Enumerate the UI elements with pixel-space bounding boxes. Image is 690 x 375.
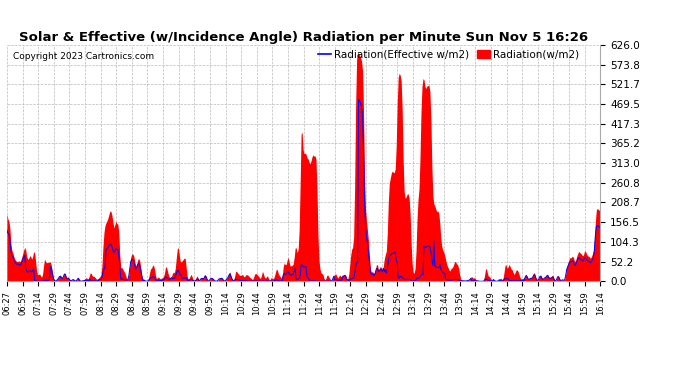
Legend: Radiation(Effective w/m2), Radiation(w/m2): Radiation(Effective w/m2), Radiation(w/m… xyxy=(314,45,583,64)
Text: Copyright 2023 Cartronics.com: Copyright 2023 Cartronics.com xyxy=(13,52,154,61)
Title: Solar & Effective (w/Incidence Angle) Radiation per Minute Sun Nov 5 16:26: Solar & Effective (w/Incidence Angle) Ra… xyxy=(19,31,588,44)
